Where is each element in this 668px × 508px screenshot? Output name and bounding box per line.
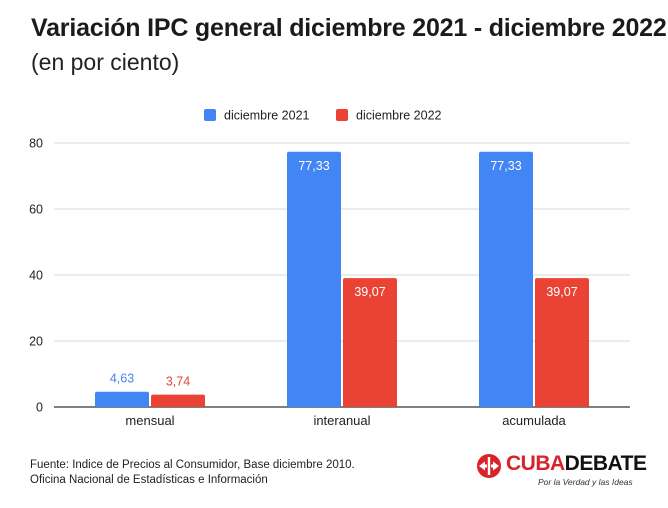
logo-cuba: CUBA (506, 452, 565, 475)
data-label: 4,63 (110, 372, 134, 386)
legend-swatch (336, 109, 348, 121)
logo-tagline: Por la Verdad y las Ideas (538, 477, 633, 487)
y-tick-label: 80 (29, 137, 43, 151)
legend-label: diciembre 2022 (356, 109, 442, 123)
data-label: 39,07 (354, 285, 385, 299)
cubadebate-logo: CUBADEBATE Por la Verdad y las Ideas (476, 452, 647, 492)
y-tick-label: 60 (29, 203, 43, 217)
bar (151, 394, 205, 407)
bar (95, 391, 149, 407)
legend-swatch (204, 109, 216, 121)
bar (343, 278, 397, 407)
bar (479, 151, 533, 407)
logo-wordmark: CUBADEBATE (506, 452, 647, 476)
source-note: Fuente: Indice de Precios al Consumidor,… (30, 458, 355, 488)
y-tick-label: 20 (29, 335, 43, 349)
bar (287, 151, 341, 407)
y-tick-label: 0 (36, 401, 43, 415)
source-line-2: Oficina Nacional de Estadísticas e Infor… (30, 474, 268, 486)
x-tick-label: acumulada (502, 413, 566, 428)
logo-debate: DEBATE (564, 452, 647, 475)
chart-title: Variación IPC general diciembre 2021 - d… (31, 14, 667, 42)
chart-subtitle: (en por ciento) (31, 49, 180, 75)
cubadebate-arrows-icon (477, 454, 501, 478)
data-label: 77,33 (298, 159, 329, 173)
x-tick-label: mensual (125, 413, 174, 428)
y-tick-label: 40 (29, 269, 43, 283)
source-line-1: Fuente: Indice de Precios al Consumidor,… (30, 459, 355, 471)
legend-label: diciembre 2021 (224, 109, 310, 123)
data-label: 3,74 (166, 375, 190, 389)
bar (535, 278, 589, 407)
data-label: 39,07 (546, 285, 577, 299)
data-label: 77,33 (490, 159, 521, 173)
x-tick-label: interanual (313, 413, 370, 428)
